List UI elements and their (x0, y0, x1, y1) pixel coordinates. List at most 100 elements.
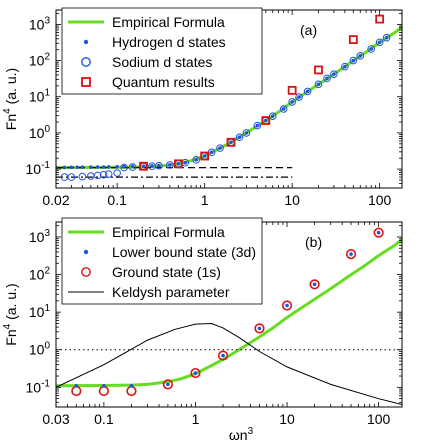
data-point (87, 172, 95, 180)
data-point (166, 161, 174, 169)
y-tick-label: 101 (29, 88, 51, 105)
data-point (106, 165, 111, 169)
data-point (202, 154, 207, 158)
data-point (377, 40, 382, 45)
x-tick-label: 10 (279, 411, 295, 427)
data-point (287, 85, 297, 95)
data-point (139, 161, 148, 171)
data-point (120, 163, 128, 172)
data-point (216, 144, 224, 152)
data-point (74, 383, 79, 388)
data-point (297, 95, 301, 99)
data-point (62, 165, 67, 170)
y-tick-label: 102 (29, 52, 51, 69)
data-point (316, 82, 321, 87)
legend-entry: Lower bound state (3d) (112, 244, 256, 260)
data-point (305, 89, 310, 94)
data-point (309, 279, 320, 290)
data-point (264, 118, 268, 123)
x-tick-label: 1 (192, 411, 200, 427)
data-point (373, 227, 384, 238)
data-point (349, 252, 353, 256)
data-point (141, 164, 146, 169)
data-point (168, 163, 172, 167)
data-point (193, 371, 198, 375)
data-point (95, 165, 100, 169)
data-point (235, 133, 244, 142)
data-point (128, 163, 137, 171)
data-point (162, 379, 173, 390)
data-point (281, 107, 286, 111)
data-point (369, 47, 373, 51)
data-point (99, 170, 108, 179)
data-point (183, 160, 188, 165)
x-tick-label: 100 (368, 192, 392, 208)
legend-entry: Keldysh parameter (112, 284, 230, 300)
y-tick-label: 103 (29, 228, 51, 245)
data-point (218, 146, 222, 150)
data-point (261, 116, 271, 125)
x-tick-label: 1 (201, 192, 209, 208)
data-point (314, 65, 323, 75)
data-point (190, 367, 201, 379)
data-point (345, 249, 357, 260)
legend-swatch (81, 77, 91, 87)
data-point (93, 171, 102, 180)
data-point (343, 64, 347, 69)
data-point (285, 303, 289, 308)
data-point (71, 385, 82, 397)
y-tick-label: 10-1 (26, 160, 51, 177)
data-point (126, 385, 137, 397)
data-point (375, 14, 385, 24)
legend-swatch (81, 267, 91, 277)
x-axis-label: ωn3 (229, 426, 254, 443)
data-point (290, 100, 294, 104)
data-point (356, 52, 365, 60)
data-point (341, 62, 349, 71)
data-point (281, 300, 293, 311)
x-tick-label: 10 (284, 192, 300, 208)
data-point (78, 172, 87, 181)
data-point (375, 38, 384, 47)
data-point (244, 131, 249, 135)
legend-entry: Sodium d states (112, 54, 212, 70)
data-point (351, 58, 356, 63)
data-point (325, 76, 329, 81)
data-point (166, 382, 170, 387)
data-point (348, 35, 358, 44)
data-point (98, 385, 109, 397)
plot-area (56, 227, 402, 405)
plot-area (56, 14, 402, 181)
panel-label: (a) (300, 22, 317, 38)
data-point (102, 383, 106, 388)
y-tick-label: 10-1 (26, 378, 51, 395)
data-point (255, 123, 260, 128)
data-point (242, 129, 251, 137)
data-point (314, 80, 323, 89)
legend-entry: Empirical Formula (112, 14, 225, 30)
data-point (155, 161, 163, 170)
panel-label: (b) (305, 234, 322, 250)
data-point (75, 165, 80, 170)
data-point (157, 163, 161, 168)
data-point (67, 173, 76, 181)
legend-swatch (83, 249, 89, 255)
data-point (217, 350, 229, 361)
x-tick-label: 0.1 (107, 192, 127, 208)
data-point (129, 383, 134, 388)
x-tick-label: 100 (367, 411, 391, 427)
data-point (376, 230, 381, 235)
data-point (349, 56, 358, 65)
data-point (209, 150, 214, 155)
data-point (288, 98, 296, 106)
data-point (80, 165, 85, 169)
data-point (279, 105, 288, 113)
y-tick-label: 101 (29, 303, 51, 320)
y-axis-label: Fn4 (a. u.) (2, 68, 19, 130)
data-point (330, 70, 338, 78)
legend-swatch (83, 39, 89, 45)
data-point (295, 93, 303, 101)
data-point (113, 169, 121, 177)
data-point (367, 45, 375, 53)
